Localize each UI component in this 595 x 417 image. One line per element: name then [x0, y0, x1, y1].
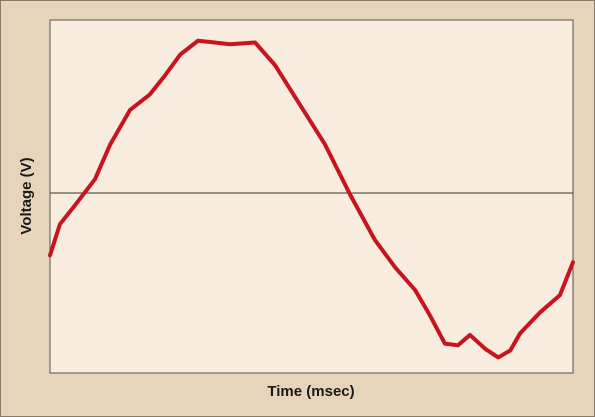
x-axis-label: Time (msec) — [267, 383, 354, 400]
y-axis-label: Voltage (V) — [18, 157, 35, 234]
plot-area — [49, 19, 574, 374]
data-line — [48, 38, 575, 360]
